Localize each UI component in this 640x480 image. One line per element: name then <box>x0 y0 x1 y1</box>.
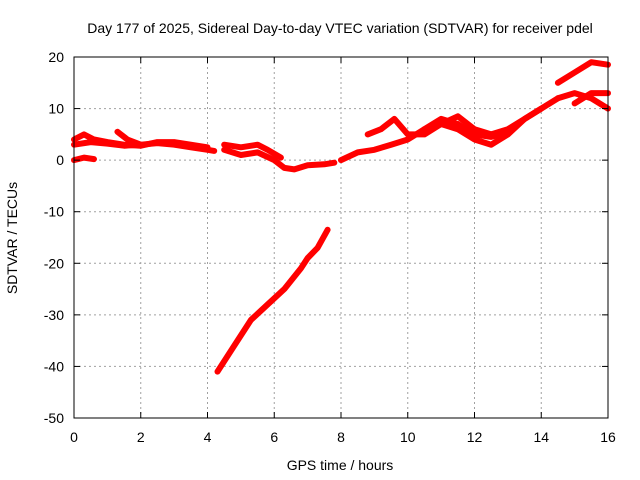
tick-labels: 0 2 4 6 8 10 12 14 16 -50 -40 -30 -20 -10 0 10 20 <box>44 49 616 445</box>
x-tick-label: 4 <box>204 429 212 445</box>
x-tick-label: 6 <box>270 429 278 445</box>
series-line-arc-m <box>214 226 331 375</box>
grid <box>74 57 608 418</box>
x-tick-label: 8 <box>337 429 345 445</box>
x-tick-label: 12 <box>467 429 483 445</box>
series-line-arc-f <box>221 141 284 161</box>
y-tick-label: -20 <box>44 255 64 271</box>
x-tick-label: 2 <box>137 429 145 445</box>
series-line-arc-j <box>554 59 611 86</box>
y-tick-label: -30 <box>44 307 64 323</box>
y-tick-label: 20 <box>48 49 64 65</box>
chart-title: Day 177 of 2025, Sidereal Day-to-day VTE… <box>87 20 593 36</box>
series-group <box>71 59 611 375</box>
series-line-arc-d <box>114 128 144 148</box>
y-tick-label: -40 <box>44 358 64 374</box>
series-line-arc-l <box>571 90 611 107</box>
y-tick-label: -10 <box>44 204 64 220</box>
x-tick-label: 10 <box>400 429 416 445</box>
series-line-arc-i <box>421 115 505 140</box>
x-tick-label: 16 <box>600 429 616 445</box>
series-line-arc-c <box>71 154 97 164</box>
x-tick-label: 0 <box>70 429 78 445</box>
y-tick-label: 10 <box>48 101 64 117</box>
series-line-arc-e <box>221 146 338 173</box>
x-tick-label: 14 <box>533 429 549 445</box>
ticks <box>73 56 609 419</box>
x-axis-title: GPS time / hours <box>287 457 394 473</box>
y-axis-title: SDTVAR / TECUs <box>4 182 20 294</box>
y-tick-label: 0 <box>56 152 64 168</box>
y-tick-label: -50 <box>44 410 64 426</box>
series-line-arc-b <box>71 131 211 151</box>
